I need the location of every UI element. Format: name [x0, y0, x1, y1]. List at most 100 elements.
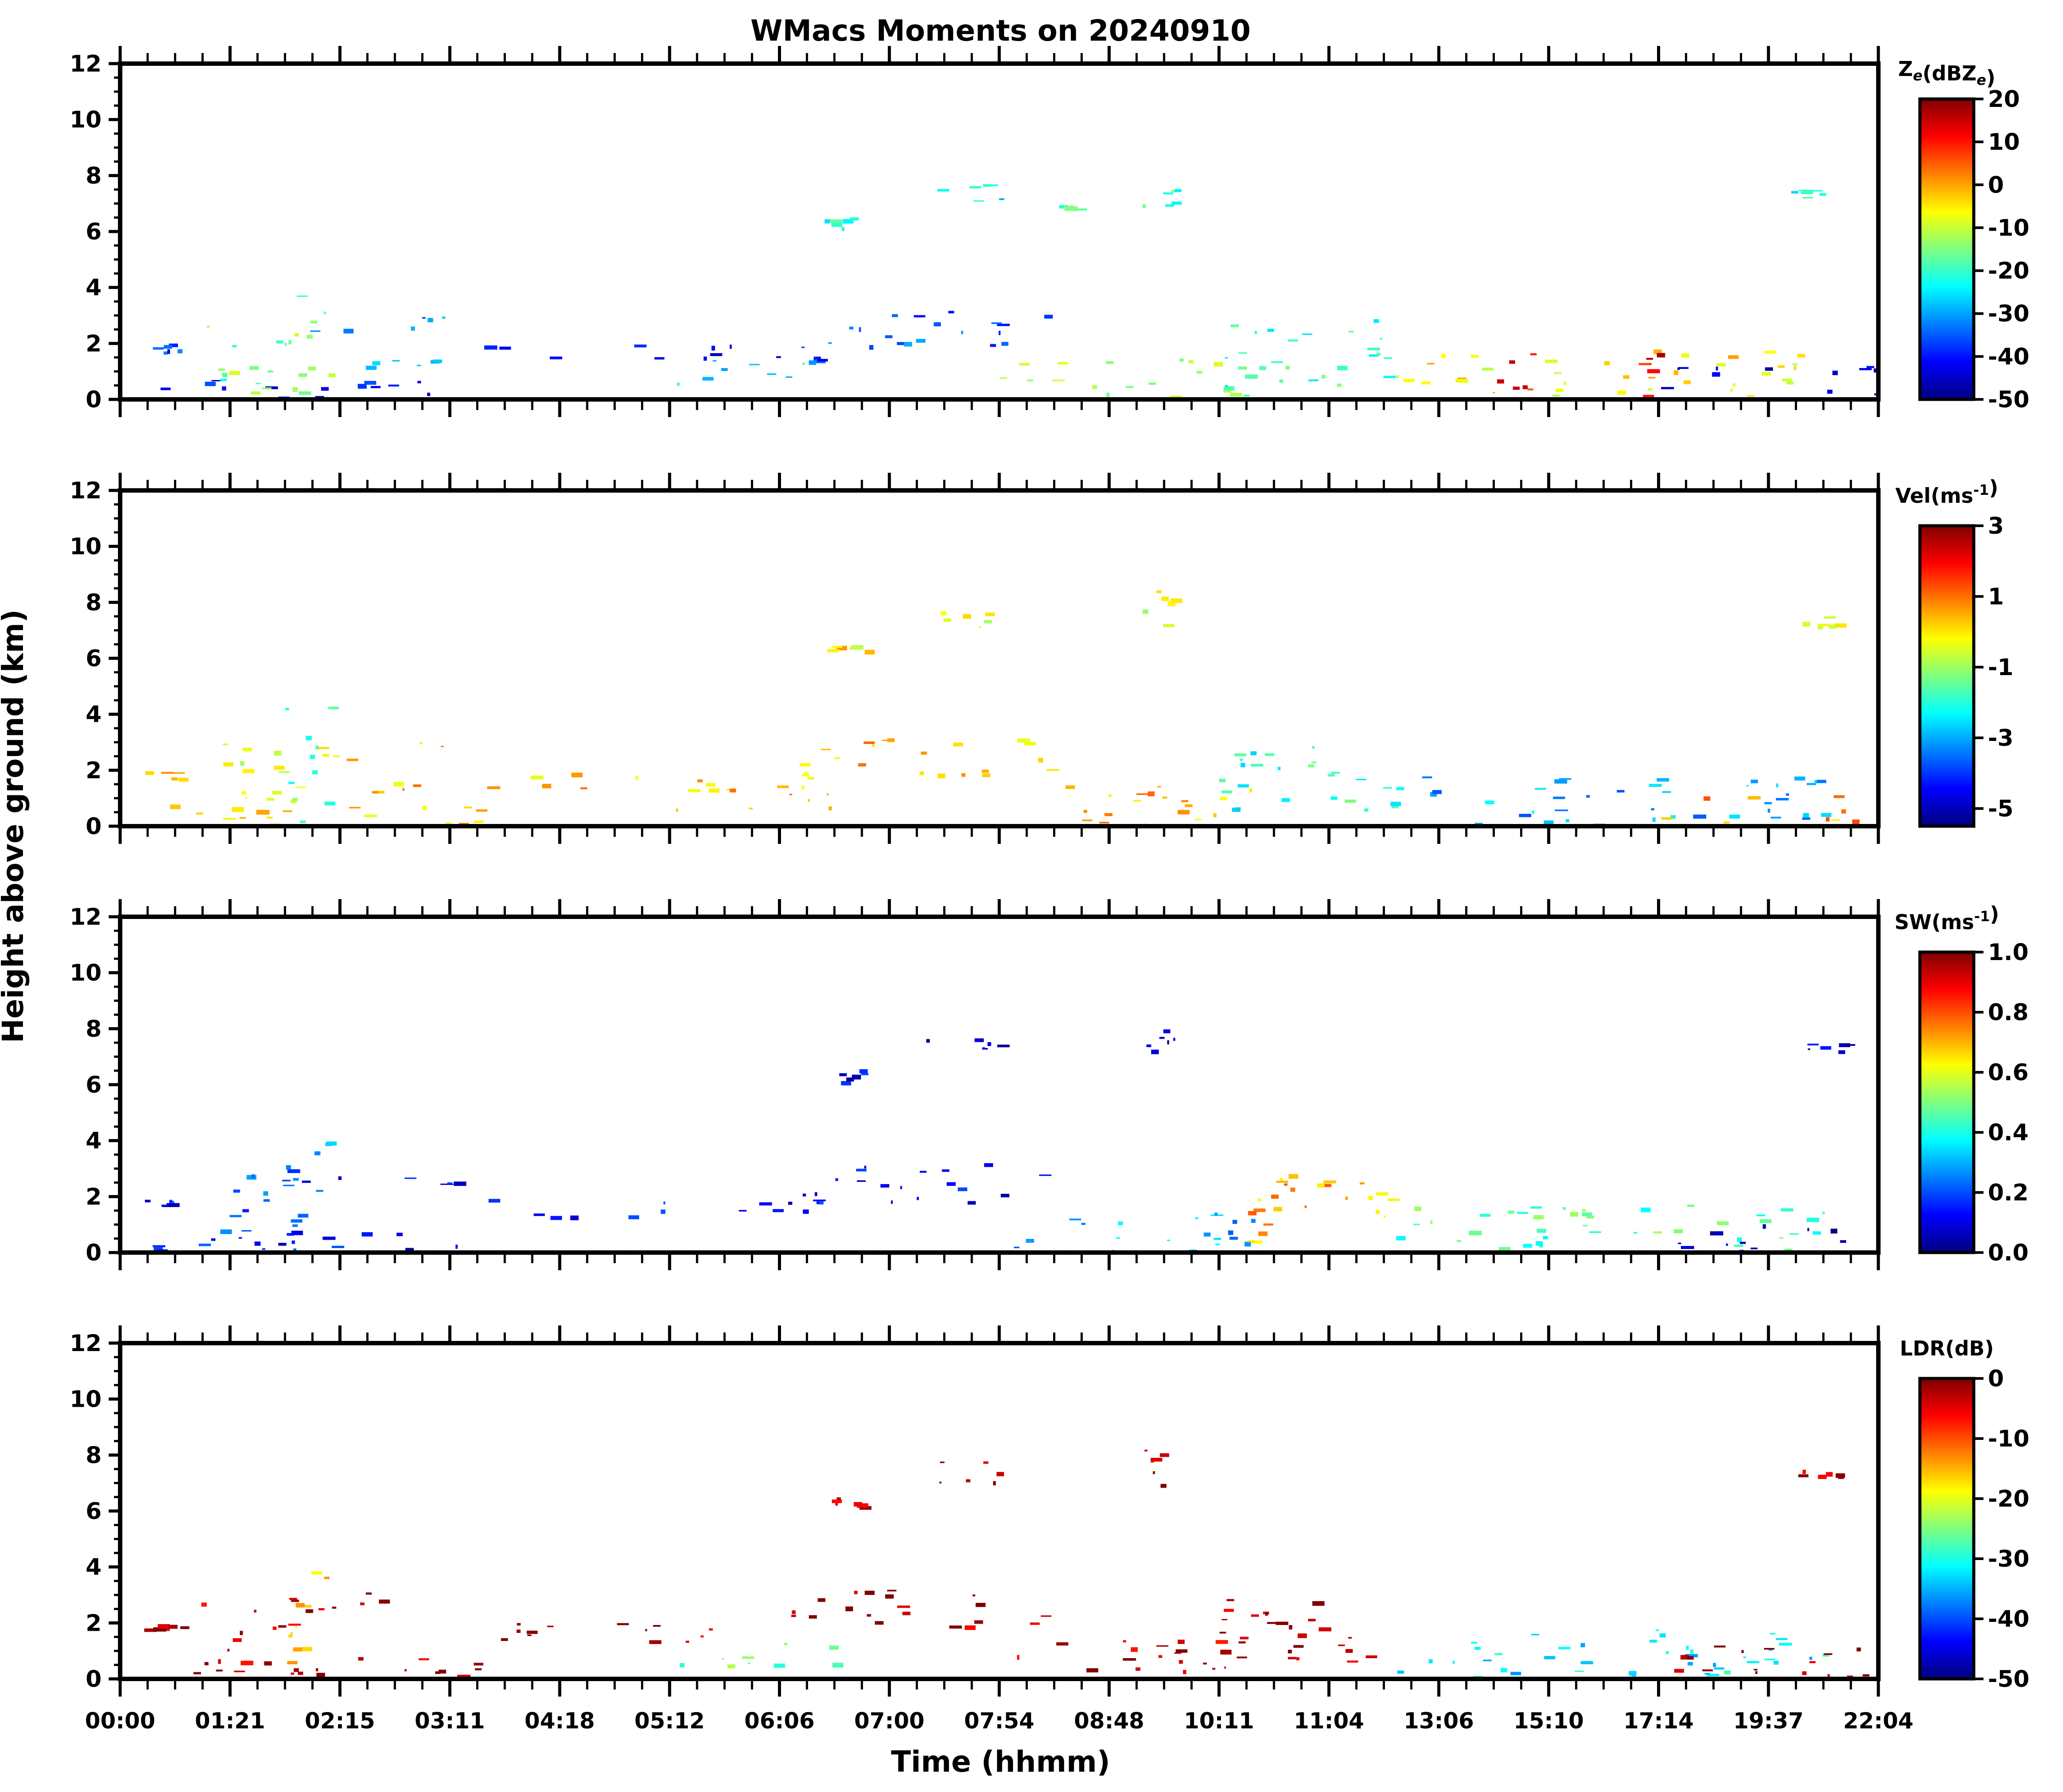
echo-pixel: [161, 1204, 170, 1207]
echo-pixel: [1345, 1649, 1353, 1653]
echo-pixel: [917, 1197, 919, 1200]
echo-pixel: [1348, 330, 1354, 333]
echo-pixel: [1214, 1238, 1221, 1240]
echo-pixel: [1813, 1231, 1821, 1235]
echo-pixel: [836, 645, 847, 650]
echo-pixel: [1818, 623, 1830, 626]
echo-pixel: [949, 1625, 962, 1629]
x-tick-label: 13:06: [1403, 1708, 1474, 1734]
echo-pixel: [1513, 387, 1520, 390]
echo-pixel: [1527, 388, 1533, 391]
echo-pixel: [1483, 1659, 1492, 1662]
echo-pixel: [218, 1659, 221, 1664]
echo-pixel: [942, 1169, 950, 1172]
echo-pixel: [792, 1610, 796, 1614]
echo-pixel: [1236, 1656, 1247, 1659]
y-tick-label: 8: [86, 589, 102, 616]
echo-pixel: [167, 349, 170, 354]
echo-pixel: [958, 1187, 967, 1192]
echo-pixel: [1337, 383, 1342, 387]
echo-pixel: [983, 1461, 989, 1464]
echo-pixel: [803, 1193, 806, 1197]
echo-pixel: [1781, 1208, 1794, 1211]
echo-pixel: [773, 1209, 784, 1212]
colorbar-tick-label: 0.2: [1988, 1180, 2029, 1206]
echo-pixel: [417, 381, 421, 383]
echo-pixel: [1247, 1240, 1255, 1242]
echo-pixel: [1308, 764, 1315, 767]
echo-pixel: [1311, 761, 1316, 763]
echo-pixel: [1156, 1645, 1168, 1647]
echo-pixel: [165, 1626, 170, 1631]
echo-pixel: [1165, 204, 1174, 207]
echo-pixel: [808, 360, 816, 365]
echo-pixel: [996, 1472, 1004, 1477]
echo-pixel: [1086, 1668, 1099, 1673]
echo-pixel: [831, 223, 842, 227]
echo-pixel: [1267, 329, 1274, 332]
echo-pixel: [828, 806, 832, 811]
echo-pixel: [488, 1199, 501, 1203]
echo-pixel: [1817, 780, 1827, 783]
echo-pixel: [1081, 1223, 1085, 1225]
echo-pixel: [1441, 353, 1446, 358]
echo-pixel: [1892, 819, 1902, 822]
echo-pixel: [433, 359, 442, 363]
echo-pixel: [292, 1224, 298, 1227]
echo-pixel: [1779, 1643, 1792, 1646]
echo-pixel: [1856, 1648, 1861, 1652]
echo-pixel: [1764, 802, 1772, 805]
echo-pixel: [293, 1178, 299, 1181]
echo-pixel: [1276, 1181, 1288, 1183]
echo-pixel: [966, 1479, 971, 1483]
echo-pixel: [1380, 338, 1383, 340]
echo-pixel: [1917, 825, 1919, 828]
echo-pixel: [1146, 1044, 1152, 1048]
echo-pixel: [887, 738, 895, 742]
echo-region: [1802, 616, 1847, 630]
echo-pixel: [144, 1628, 157, 1632]
echo-pixel: [1130, 1647, 1138, 1652]
y-tick-label: 4: [86, 1128, 102, 1154]
echo-pixel: [295, 1626, 298, 1628]
echo-pixel: [1629, 1671, 1637, 1676]
echo-pixel: [1570, 1212, 1578, 1217]
echo-pixel: [331, 1245, 345, 1248]
echo-pixel: [1737, 1237, 1742, 1242]
echo-pixel: [1167, 1239, 1170, 1241]
echo-pixel: [1666, 1651, 1669, 1654]
echo-pixel: [286, 1165, 291, 1170]
echo-pixel: [839, 1073, 847, 1076]
echo-pixel: [813, 1200, 826, 1201]
echo-pixel: [1284, 1183, 1288, 1186]
echo-pixel: [984, 620, 992, 623]
echo-pixel: [196, 812, 204, 815]
echo-pixel: [366, 1592, 372, 1595]
echo-pixel: [311, 1571, 322, 1575]
colorbar-tick-label: -30: [1988, 301, 2029, 327]
echo-pixel: [1751, 779, 1758, 783]
echo-pixel: [288, 782, 295, 784]
echo-pixel: [1650, 1640, 1657, 1643]
echo-pixel: [997, 323, 1010, 327]
echo-pixel: [1702, 1669, 1713, 1671]
echo-pixel: [308, 366, 316, 371]
echo-pixel: [193, 1672, 201, 1674]
echo-pixel: [1185, 804, 1193, 807]
echo-pixel: [170, 804, 181, 809]
echo-pixel: [1832, 370, 1838, 376]
echo-pixel: [1251, 763, 1263, 767]
echo-pixel: [857, 1180, 866, 1182]
echo-pixel: [1756, 1214, 1766, 1216]
echo-pixel: [1017, 738, 1031, 743]
echo-pixel: [1251, 1614, 1259, 1617]
echo-pixel: [1244, 395, 1250, 397]
echo-region: [839, 1069, 868, 1086]
echo-pixel: [316, 1673, 325, 1678]
echo-pixel: [1312, 746, 1315, 749]
echo-pixel: [167, 1203, 180, 1207]
echo-pixel: [1001, 342, 1009, 346]
echo-pixel: [1859, 368, 1872, 370]
echo-pixel: [361, 1232, 373, 1237]
y-tick-label: 2: [86, 1610, 102, 1636]
